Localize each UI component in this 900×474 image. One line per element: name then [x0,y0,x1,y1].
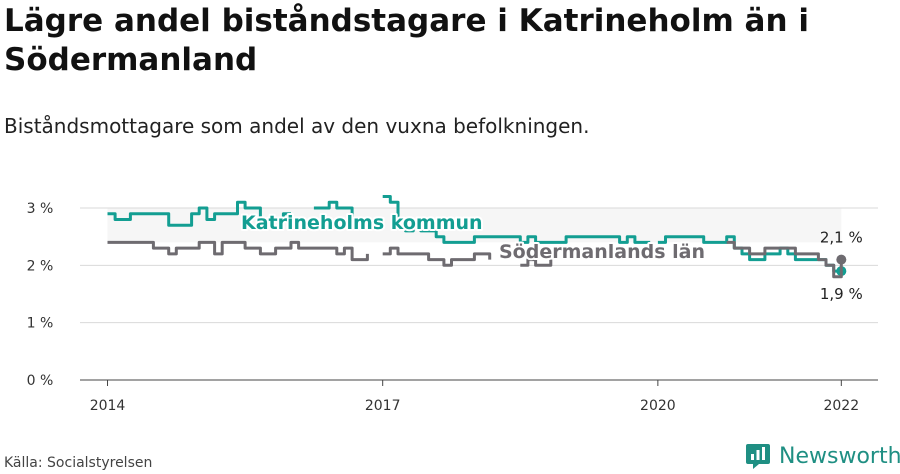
y-axis: 0 % 1 % 2 % 3 % [27,201,54,389]
series-line-katrineholm [382,195,651,244]
series-line-sodermanland [382,246,492,267]
series-label-sodermanland-halo: Södermanlands län [499,241,705,263]
series-label-katrineholm: Katrineholms kommun [241,212,483,234]
source-note: Källa: Socialstyrelsen [4,455,153,471]
series-line-sodermanland [520,258,553,267]
series-lines [107,195,847,279]
end-value-katrineholm: 1,9 % [820,285,863,303]
series-line-katrineholm [107,200,291,227]
y-tick-label: 2 % [27,258,54,274]
x-tick-label: 2020 [640,398,676,414]
chart-subtitle: Biståndsmottagare som andel av den vuxna… [4,114,590,138]
x-tick-label: 2017 [365,398,401,414]
series-label-sodermanland: Södermanlands län [499,241,705,263]
brand-logo[interactable]: Newsworthy [745,442,900,470]
series-line-katrineholm [657,235,842,273]
x-axis: 2014 2017 2020 2022 [80,379,878,414]
y-tick-label: 1 % [27,316,54,332]
series-line-katrineholm [313,200,354,220]
newsworthy-logo-icon [746,444,770,469]
brand-name: Newsworthy [779,443,900,469]
series-line-sodermanland [107,240,369,262]
y-tick-label: 0 % [27,373,54,389]
y-tick-label: 3 % [27,201,54,217]
chart-title: Lägre andel biståndstagare i Katrineholm… [4,3,809,78]
x-tick-label: 2014 [90,398,126,414]
series-line-sodermanland [726,240,843,279]
end-value-sodermanland: 2,1 % [820,229,863,247]
end-point-sodermanland [836,254,847,265]
x-tick-label: 2022 [823,398,859,414]
series-label-katrineholm-halo: Katrineholms kommun [241,212,483,234]
